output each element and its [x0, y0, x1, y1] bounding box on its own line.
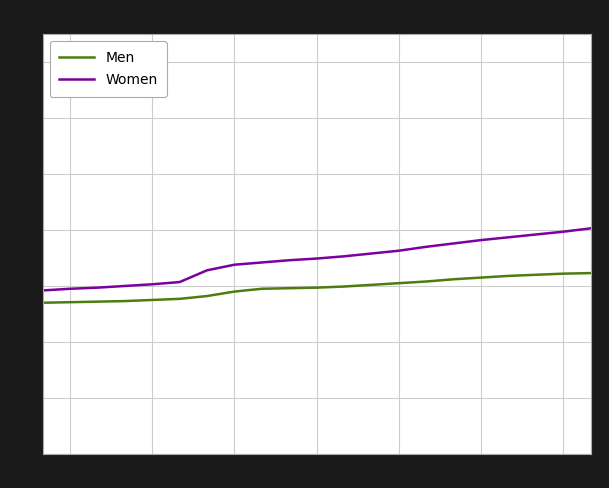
Women — [532, 232, 540, 238]
Line: Men: Men — [43, 273, 591, 303]
Men — [587, 270, 594, 276]
Men — [286, 285, 293, 291]
Men — [477, 275, 485, 281]
Men — [423, 279, 430, 285]
Men — [121, 298, 128, 304]
Legend: Men, Women: Men, Women — [49, 41, 167, 97]
Women — [423, 244, 430, 250]
Men — [149, 297, 156, 303]
Men — [231, 288, 238, 294]
Women — [203, 267, 211, 273]
Women — [94, 285, 101, 290]
Men — [94, 299, 101, 305]
Women — [477, 237, 485, 243]
Women — [505, 234, 512, 240]
Women — [313, 256, 320, 262]
Women — [560, 229, 567, 235]
Women — [121, 283, 128, 289]
Men — [176, 296, 183, 302]
Women — [286, 257, 293, 263]
Men — [203, 293, 211, 299]
Men — [560, 271, 567, 277]
Men — [39, 300, 46, 305]
Men — [450, 276, 457, 282]
Women — [368, 250, 375, 256]
Women — [66, 286, 74, 292]
Men — [340, 284, 348, 289]
Men — [313, 285, 320, 290]
Men — [368, 282, 375, 288]
Men — [258, 286, 266, 292]
Women — [176, 279, 183, 285]
Women — [231, 262, 238, 267]
Women — [258, 260, 266, 265]
Men — [505, 273, 512, 279]
Men — [532, 272, 540, 278]
Men — [395, 280, 403, 286]
Women — [340, 253, 348, 259]
Women — [395, 248, 403, 254]
Women — [149, 282, 156, 287]
Women — [587, 225, 594, 231]
Men — [66, 299, 74, 305]
Line: Women: Women — [43, 228, 591, 290]
Women — [450, 241, 457, 246]
Women — [39, 287, 46, 293]
